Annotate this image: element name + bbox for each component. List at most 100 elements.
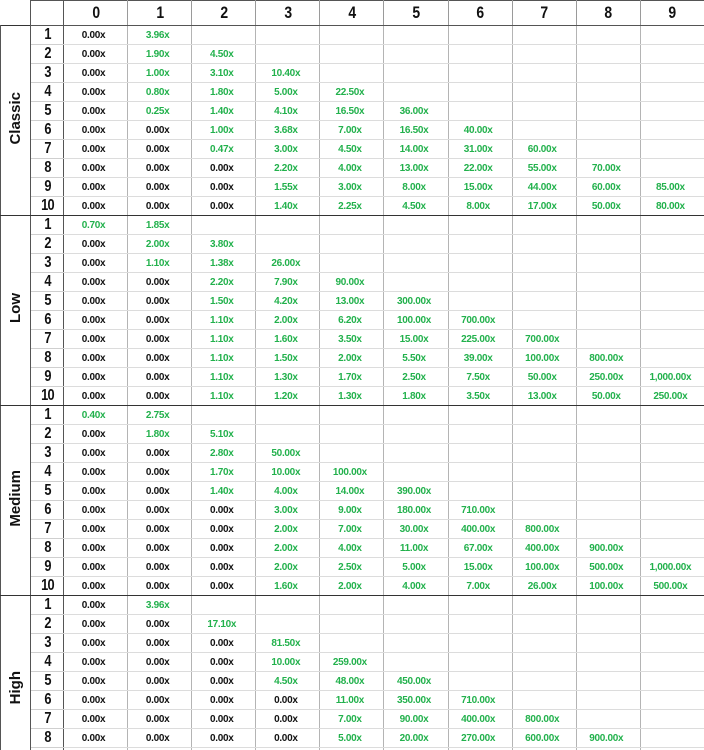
multiplier-cell: 400.00x: [448, 519, 513, 539]
multiplier-cell: 9.00x: [319, 500, 385, 520]
multiplier-cell: 7.00x: [319, 120, 385, 140]
multiplier-cell: 0.00x: [62, 386, 129, 406]
multiplier-cell: 2.00x: [319, 576, 385, 596]
multiplier-cell: 4.50x: [319, 139, 385, 159]
multiplier-cell: 225.00x: [448, 329, 513, 349]
multiplier-cell: [448, 671, 513, 691]
multiplier-cell: 0.00x: [62, 633, 129, 653]
multiplier-cell: [512, 652, 577, 672]
multiplier-cell: 2.00x: [255, 538, 321, 558]
multiplier-cell: [383, 272, 449, 292]
multiplier-cell: 0.00x: [127, 120, 193, 140]
multiplier-cell: 0.00x: [191, 500, 257, 520]
multiplier-cell: 4.00x: [319, 538, 385, 558]
multiplier-cell: [576, 519, 641, 539]
row-number-cell: 5: [33, 291, 61, 311]
table-row: 2 0.00x 1.90x 4.50x: [1, 44, 704, 64]
multiplier-cell: [319, 215, 385, 235]
multiplier-cell: [383, 25, 449, 45]
multiplier-cell: 22.50x: [319, 82, 385, 102]
multiplier-cell: [448, 215, 513, 235]
table-row: 9 0.00x 0.00x 1.10x 1.30x 1.70x 2.50x 7.50x 50.0…: [1, 367, 704, 387]
multiplier-cell: 90.00x: [383, 709, 449, 729]
row-number-cell: 10: [33, 576, 61, 596]
table-row: 7 0.00x 0.00x 1.10x 1.60x 3.50x 15.00x 225.00x 7…: [1, 329, 704, 349]
multiplier-cell: [576, 82, 641, 102]
multiplier-cell: 0.00x: [255, 747, 321, 750]
multiplier-cell: [383, 215, 449, 235]
table-row: 2 0.00x 0.00x 17.10x: [1, 614, 704, 634]
multiplier-cell: 11.00x: [383, 538, 449, 558]
multiplier-cell: 0.00x: [255, 728, 321, 748]
table-row: 3 0.00x 0.00x 2.80x 50.00x: [1, 443, 704, 463]
row-number-cell: 7: [33, 519, 61, 539]
multiplier-cell: 0.00x: [127, 576, 193, 596]
multiplier-cell: [319, 253, 385, 273]
multiplier-cell: 4.20x: [255, 291, 321, 311]
multiplier-cell: 0.00x: [191, 538, 257, 558]
multiplier-cell: [512, 443, 577, 463]
multiplier-cell: [448, 633, 513, 653]
multiplier-cell: 16.50x: [319, 101, 385, 121]
multiplier-cell: [640, 443, 704, 463]
table-row: 3 0.00x 1.00x 3.10x 10.40x: [1, 63, 704, 83]
table-row: Medium 1 0.40x 2.75x: [0, 405, 704, 596]
multiplier-cell: [255, 424, 321, 444]
multiplier-cell: 1.80x: [383, 386, 449, 406]
row-number-cell: 7: [33, 709, 61, 729]
multiplier-cell: [383, 44, 449, 64]
multiplier-cell: [512, 63, 577, 83]
row-number-cell: 1: [33, 405, 61, 425]
multiplier-cell: 0.00x: [127, 728, 193, 748]
multiplier-cell: [448, 101, 513, 121]
multiplier-cell: 0.00x: [127, 462, 193, 482]
multiplier-cell: [640, 481, 704, 501]
multiplier-cell: [448, 462, 513, 482]
column-header-1: 1: [133, 0, 187, 26]
row-number-cell: 10: [33, 386, 61, 406]
table-row: 9 0.00x 0.00x 0.00x 2.00x 2.50x 5.00x 15.00x 100…: [1, 557, 704, 577]
row-number-cell: 2: [33, 234, 61, 254]
multiplier-cell: [640, 519, 704, 539]
table-row: High 1 0.00x 3.96x: [0, 595, 704, 750]
table-row: 10 0.00x 0.00x 1.10x 1.20x 1.30x 1.80x 3.50x 13.…: [1, 386, 704, 406]
multiplier-cell: [255, 215, 321, 235]
multiplier-cell: 0.00x: [62, 63, 129, 83]
multiplier-cell: 16.50x: [383, 120, 449, 140]
multiplier-cell: 0.00x: [127, 310, 193, 330]
multiplier-cell: 1.10x: [191, 310, 257, 330]
multiplier-cell: 5.00x: [383, 557, 449, 577]
multiplier-cell: [448, 652, 513, 672]
multiplier-cell: 1.20x: [255, 386, 321, 406]
row-number-cell: 3: [33, 443, 61, 463]
multiplier-cell: [576, 709, 641, 729]
table-row: 6 0.00x 0.00x 0.00x 3.00x 9.00x 180.00x 710.00x: [1, 500, 704, 520]
multiplier-cell: [576, 462, 641, 482]
multiplier-cell: [319, 63, 385, 83]
multiplier-cell: 6.20x: [319, 310, 385, 330]
multiplier-cell: 7.00x: [319, 709, 385, 729]
multiplier-cell: 81.50x: [255, 633, 321, 653]
multiplier-cell: 5.10x: [191, 424, 257, 444]
row-number-cell: 2: [33, 614, 61, 634]
multiplier-cell: 5.00x: [319, 728, 385, 748]
table-row: 3 0.00x 1.10x 1.38x 26.00x: [1, 253, 704, 273]
multiplier-cell: 270.00x: [448, 728, 513, 748]
multiplier-cell: 0.00x: [62, 139, 129, 159]
multiplier-cell: [576, 633, 641, 653]
multiplier-cell: 0.00x: [62, 728, 129, 748]
multiplier-cell: 250.00x: [640, 386, 704, 406]
table-row: 6 0.00x 0.00x 1.10x 2.00x 6.20x 100.00x 700.00x: [1, 310, 704, 330]
multiplier-cell: 17.10x: [191, 614, 257, 634]
multiplier-cell: [576, 215, 641, 235]
multiplier-cell: 3.50x: [448, 386, 513, 406]
multiplier-cell: 1.30x: [319, 386, 385, 406]
multiplier-cell: [640, 63, 704, 83]
multiplier-cell: 0.80x: [127, 82, 193, 102]
multiplier-cell: 400.00x: [448, 709, 513, 729]
multiplier-cell: [448, 291, 513, 311]
multiplier-cell: 0.00x: [62, 709, 129, 729]
multiplier-cell: 3.10x: [191, 63, 257, 83]
table-row: 8 0.00x 0.00x 1.10x 1.50x 2.00x 5.50x 39.00x 100…: [1, 348, 704, 368]
multiplier-cell: 0.00x: [62, 120, 129, 140]
